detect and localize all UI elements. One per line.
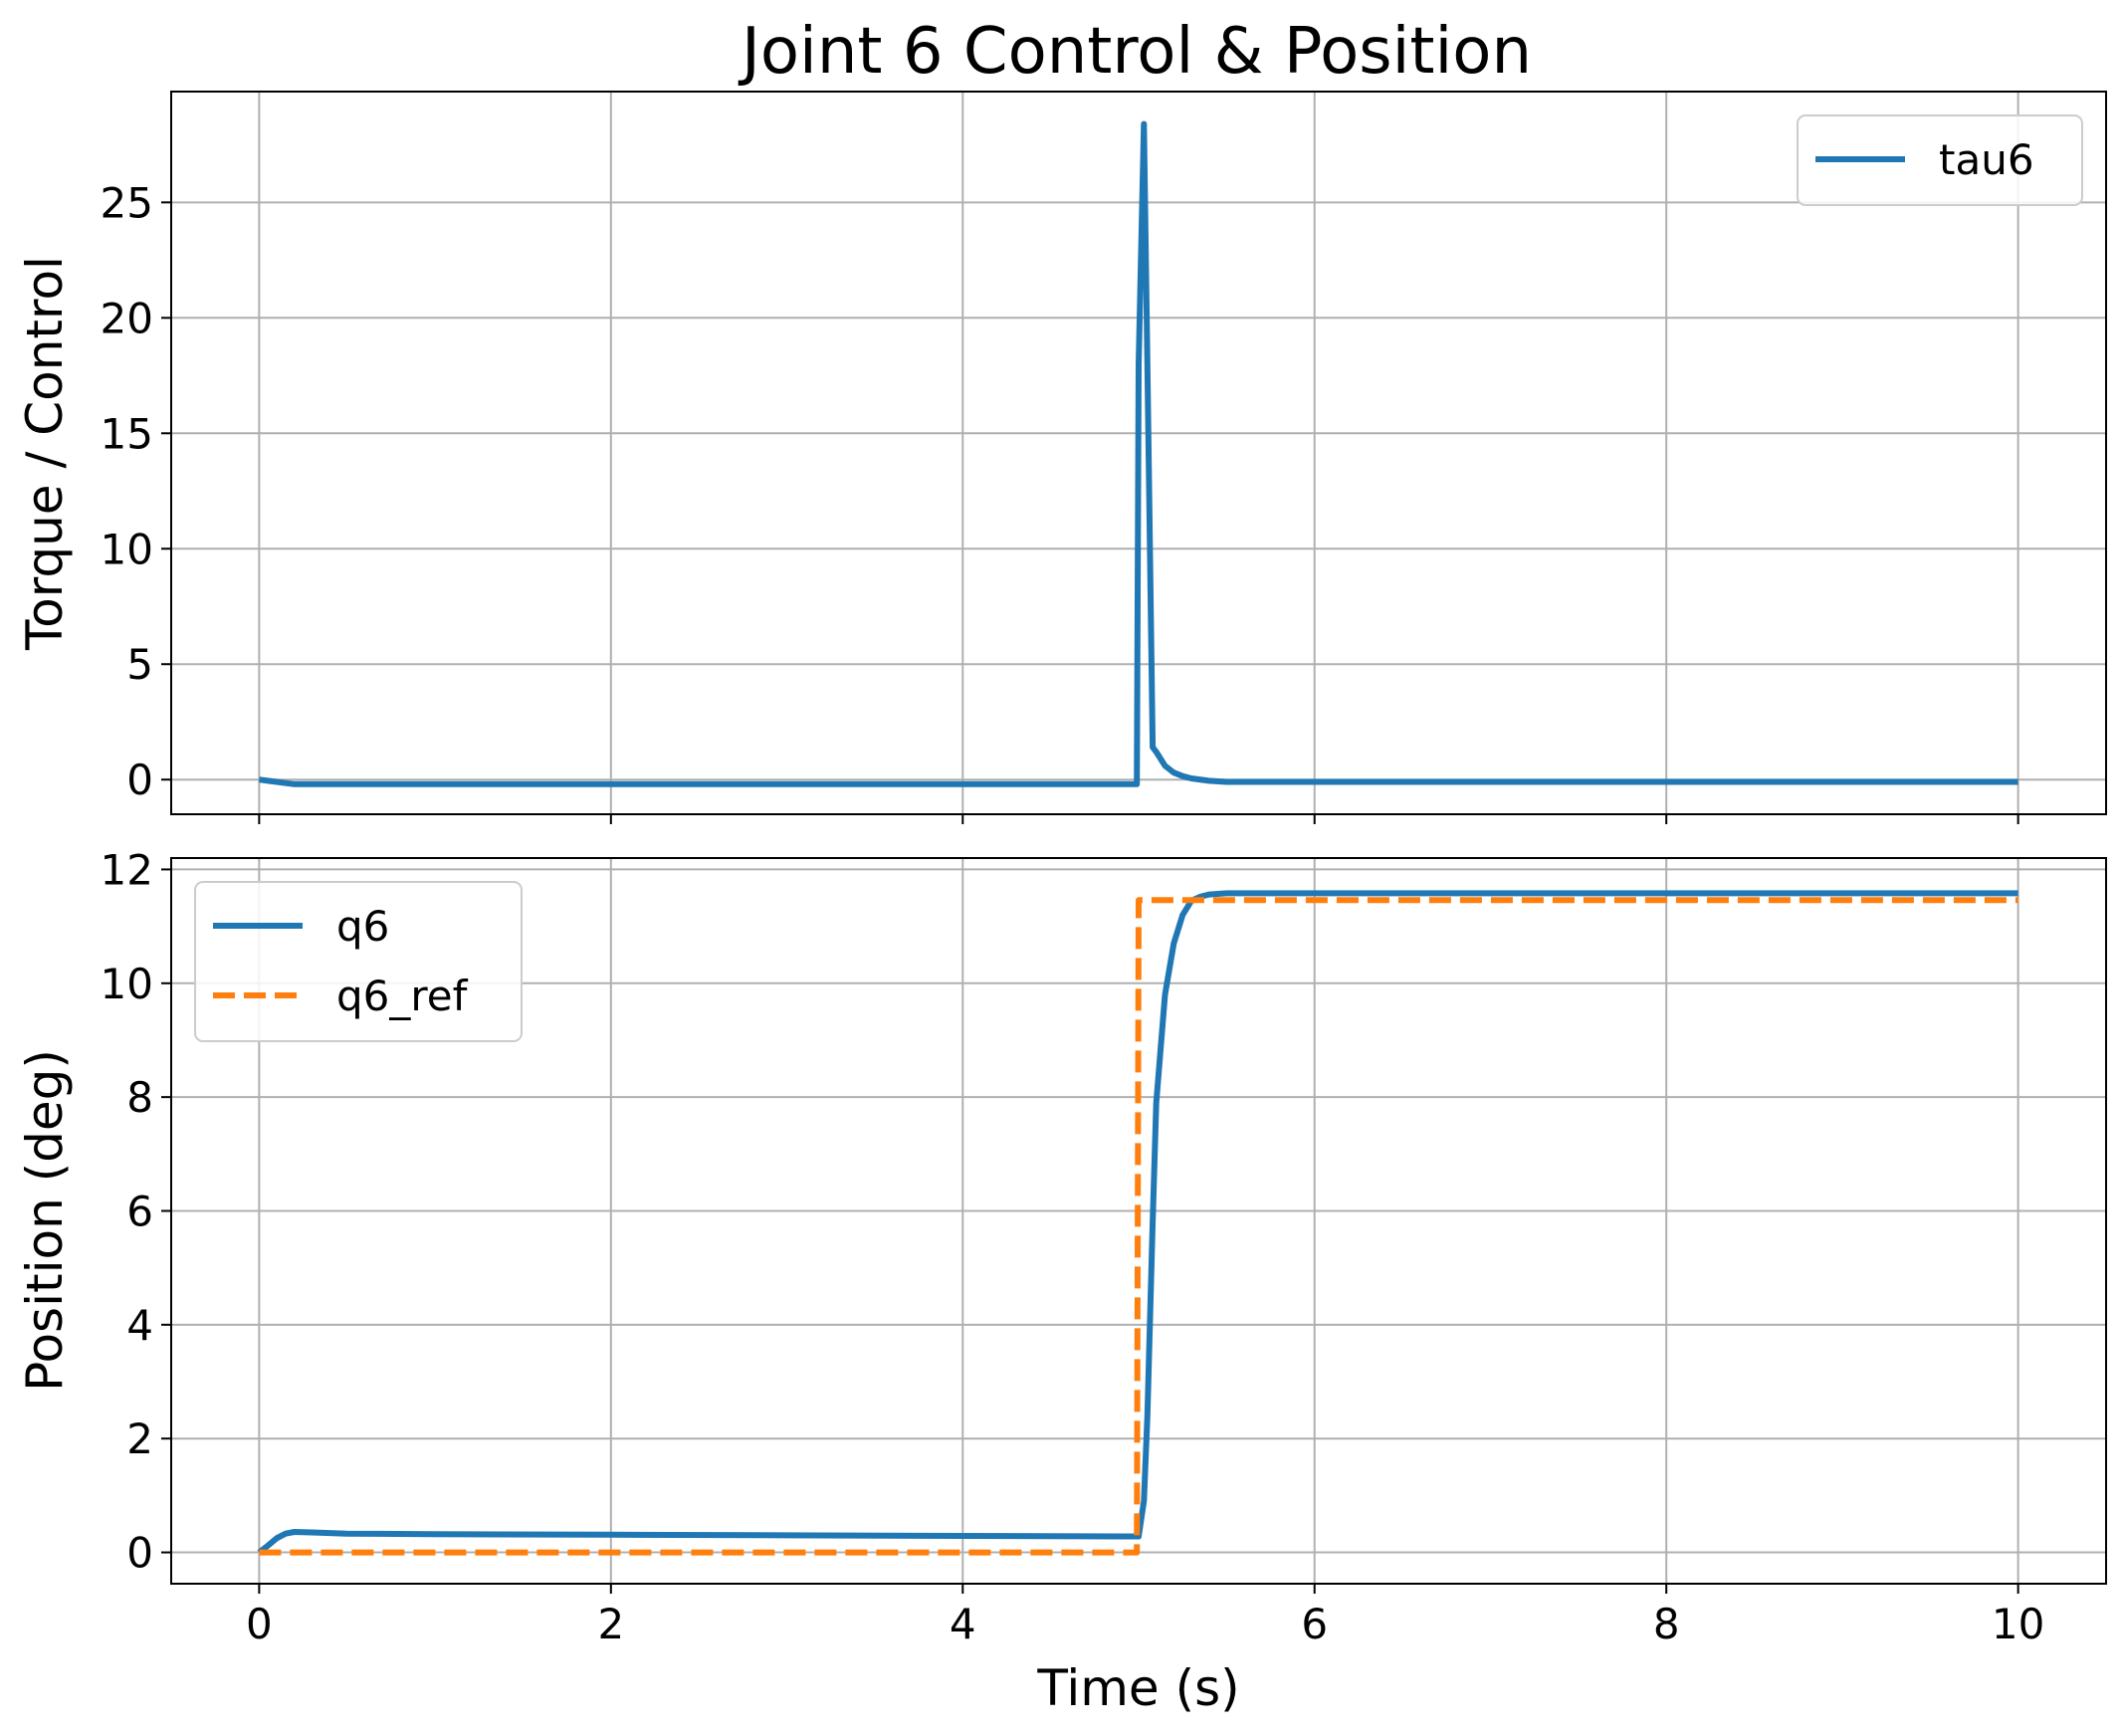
torque-ticks: 0 5 10 15 20 25 <box>101 178 2019 824</box>
series-line-q6_ref <box>259 897 2018 1556</box>
torque-series <box>258 120 2018 787</box>
torque-y-tick-label: 10 <box>101 525 153 573</box>
torque-legend-box <box>1797 114 2083 206</box>
torque-plot-frame <box>170 91 2107 815</box>
torque-y-tick-label: 5 <box>126 640 153 689</box>
position-y-tick-label: 12 <box>101 845 153 894</box>
x-axis-label: Time (s) <box>1036 1659 1239 1717</box>
position-plot-frame <box>170 857 2107 1585</box>
legend-label-q6_ref: q6_ref <box>336 972 469 1020</box>
series-line-tau6 <box>258 120 2018 787</box>
figure-title: Joint 6 Control & Position <box>738 15 1532 89</box>
position-y-tick-label: 4 <box>126 1301 153 1350</box>
position-y-tick-label: 0 <box>126 1529 153 1578</box>
position-y-axis-label: Position (deg) <box>16 1049 74 1392</box>
position-panel: 0 2 4 6 8 10 0 2 4 6 8 10 12 Position (deg) Time (s)… <box>16 845 2107 1717</box>
position-x-tick-label: 4 <box>950 1600 976 1648</box>
legend-label-q6: q6 <box>336 902 389 951</box>
position-x-tick-label: 6 <box>1301 1600 1328 1648</box>
torque-y-tick-label: 15 <box>101 409 153 458</box>
torque-panel: 0 5 10 15 20 25 Torque / Control tau6 <box>16 91 2107 824</box>
position-y-tick-label: 2 <box>126 1414 153 1463</box>
torque-y-tick-label: 25 <box>101 178 153 227</box>
position-y-tick-label: 10 <box>101 960 153 1008</box>
position-series <box>257 890 2018 1556</box>
torque-legend: tau6 <box>1797 114 2083 206</box>
position-x-tick-label: 2 <box>597 1600 624 1648</box>
position-x-tick-label: 10 <box>1992 1600 2044 1648</box>
position-ticks: 0 2 4 6 8 10 0 2 4 6 8 10 12 <box>101 845 2045 1648</box>
torque-y-tick-label: 0 <box>126 756 153 804</box>
position-x-tick-label: 8 <box>1653 1600 1680 1648</box>
position-legend-box <box>194 881 523 1042</box>
position-x-tick-label: 0 <box>246 1600 273 1648</box>
position-y-tick-label: 8 <box>126 1073 153 1122</box>
torque-y-axis-label: Torque / Control <box>16 256 74 651</box>
torque-y-tick-label: 20 <box>101 294 153 342</box>
series-line-q6 <box>257 890 2018 1555</box>
position-legend: q6 q6_ref <box>194 881 523 1042</box>
legend-label-tau6: tau6 <box>1939 135 2034 184</box>
position-y-tick-label: 6 <box>126 1187 153 1235</box>
